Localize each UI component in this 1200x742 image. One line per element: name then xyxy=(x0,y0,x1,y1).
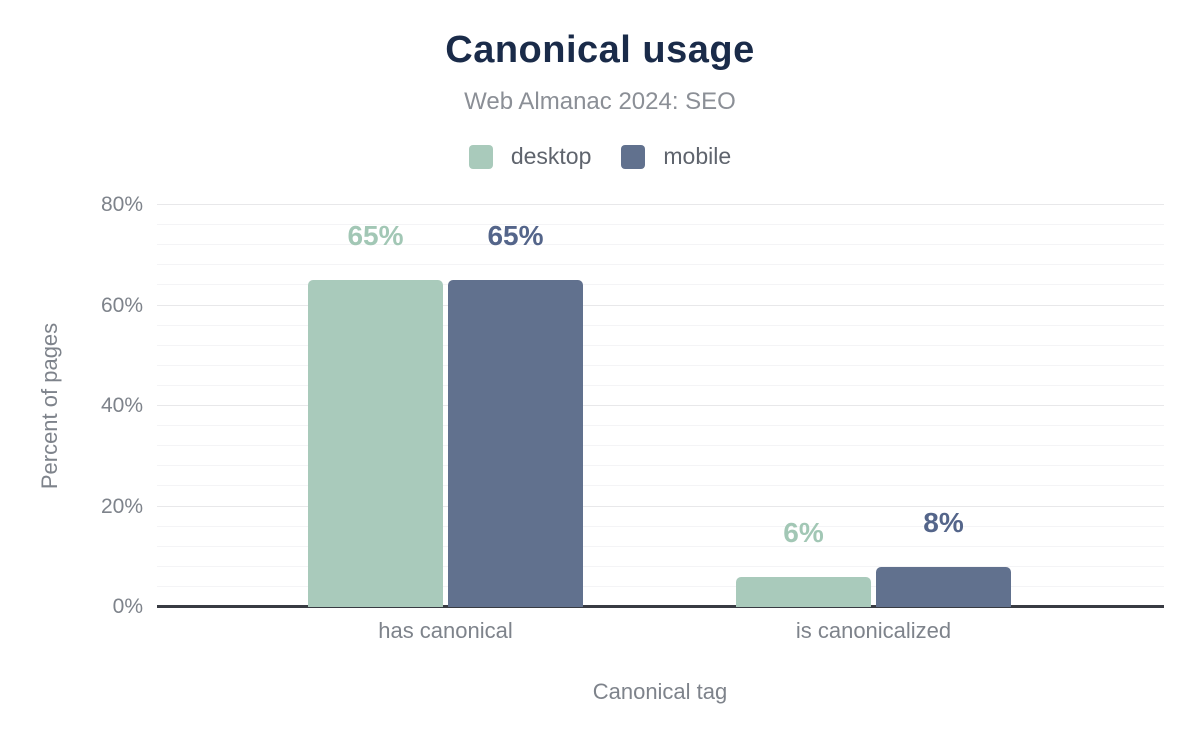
legend: desktop mobile xyxy=(0,143,1200,170)
legend-item-desktop: desktop xyxy=(468,143,592,170)
gridline-minor xyxy=(157,324,1164,326)
gridline-major xyxy=(157,405,1164,406)
y-axis-tick-label: 80% xyxy=(100,193,143,216)
gridline-minor xyxy=(157,384,1164,386)
x-axis-title: Canonical tag xyxy=(592,679,728,704)
legend-swatch-mobile xyxy=(621,144,646,169)
chart-subtitle: Web Almanac 2024: SEO xyxy=(464,88,736,115)
y-axis-tick-label: 0% xyxy=(112,595,143,618)
bar-desktop-is-canonicalized[interactable] xyxy=(736,576,871,607)
y-axis-tick-label: 20% xyxy=(100,494,143,518)
bar-value-label-mobile-has-canonical: 65% xyxy=(487,220,544,252)
x-axis-tick-label-has-canonical: has canonical xyxy=(378,618,513,643)
gridline-minor xyxy=(157,244,1164,246)
gridline-minor xyxy=(157,585,1164,587)
gridline-minor xyxy=(157,545,1164,547)
gridline-minor xyxy=(157,485,1164,487)
gridline-minor xyxy=(157,425,1164,427)
legend-swatch-desktop xyxy=(468,144,493,169)
y-axis-tick-label: 40% xyxy=(100,394,143,417)
gridline-minor xyxy=(157,344,1164,346)
gridline-minor xyxy=(157,364,1164,366)
x-axis-line xyxy=(157,605,1164,608)
gridline-minor xyxy=(157,465,1164,467)
chart-title: Canonical usage xyxy=(445,29,755,71)
bar-mobile-is-canonicalized[interactable] xyxy=(876,566,1011,607)
plot-area: 65% 6% 65% 8% xyxy=(157,204,1164,608)
bar-mobile-has-canonical[interactable] xyxy=(448,280,583,607)
legend-label-mobile: mobile xyxy=(663,143,732,169)
legend-label-desktop: desktop xyxy=(510,143,592,169)
gridline-minor xyxy=(157,264,1164,266)
legend-item-mobile: mobile xyxy=(621,143,731,170)
bar-desktop-has-canonical[interactable] xyxy=(308,280,443,607)
gridline-major xyxy=(157,505,1164,507)
bar-value-label-mobile-is-canonicalized: 8% xyxy=(923,506,964,538)
y-axis-tick-label: 60% xyxy=(100,293,143,317)
gridline-minor xyxy=(157,525,1164,527)
gridline-minor xyxy=(157,284,1164,286)
gridline-minor xyxy=(157,445,1164,447)
bar-value-label-desktop-has-canonical: 65% xyxy=(347,220,404,252)
x-axis-tick-label-is-canonicalized: is canonicalized xyxy=(795,618,952,643)
gridline-minor xyxy=(157,224,1164,226)
gridline-minor xyxy=(157,565,1164,567)
gridline-major xyxy=(157,304,1164,306)
y-axis-title: Percent of pages xyxy=(37,322,62,490)
bar-value-label-desktop-is-canonicalized: 6% xyxy=(783,516,824,548)
gridline-major xyxy=(157,204,1164,205)
